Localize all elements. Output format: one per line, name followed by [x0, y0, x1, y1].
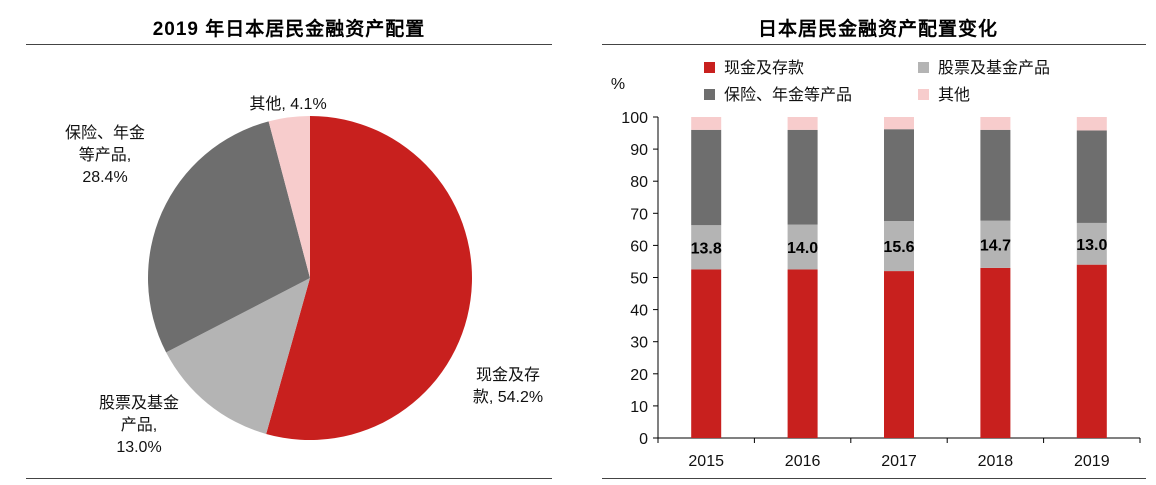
y-tick-label: 80	[630, 174, 648, 191]
pie-bottom-rule	[26, 478, 552, 479]
y-tick-label: 70	[630, 206, 648, 223]
bar-data-label: 14.0	[787, 240, 818, 257]
bar-segment	[787, 117, 818, 130]
pie-slice	[268, 116, 310, 278]
x-tick-label: 2015	[688, 453, 724, 470]
bar-segment	[980, 220, 1011, 268]
pie-panel: 2019 年日本居民金融资产配置 现金及存款, 54.2% 股票及基金产品, 13.…	[26, 19, 552, 479]
x-tick-label: 2018	[978, 453, 1014, 470]
bar-segment	[1076, 130, 1107, 223]
legend-swatch	[918, 62, 929, 73]
bar-segment	[787, 269, 818, 438]
y-tick-label: 0	[639, 431, 648, 448]
bar-panel: 日本居民金融资产配置变化 0 10 20 30 40 50 60 70 80 90 100% 13.8…	[600, 0, 1156, 485]
bar-data-label: 14.7	[980, 237, 1011, 254]
bar-segment	[884, 271, 914, 438]
bar-data-label: 13.0	[1076, 237, 1107, 254]
bar-segment	[884, 117, 914, 130]
legend-swatch	[704, 89, 715, 100]
legend-label: 保险、年金等产品	[724, 86, 852, 104]
bar-segment	[884, 129, 914, 222]
bar-data-label: 15.6	[883, 239, 914, 256]
pie-slice	[147, 121, 310, 353]
x-tick-label: 2017	[881, 453, 917, 470]
bar-data-label: 13.8	[691, 240, 722, 257]
y-tick-label: 60	[630, 238, 648, 255]
bar-title-rule	[602, 44, 1146, 45]
pie-chart: 现金及存款, 54.2% 股票及基金产品, 13.0% 保险、年金等产品, 28.4% 其…	[65, 95, 543, 456]
bar-segment	[787, 224, 818, 270]
bar-segment	[787, 129, 818, 225]
legend-swatch	[918, 89, 929, 100]
bar-segment	[884, 221, 914, 272]
y-tick-label: 20	[630, 367, 648, 384]
stacked-bar-chart: 0 10 20 30 40 50 60 70 80 90 100% 13.8 2015 14.0 2016 1…	[611, 59, 1141, 470]
bar-segment	[980, 129, 1011, 221]
y-tick-label: 10	[630, 399, 648, 416]
bar-chart-title: 日本居民金融资产配置变化	[757, 19, 998, 40]
y-tick-label: 100	[621, 110, 648, 127]
bar-segment	[1076, 117, 1107, 131]
pie-slice-label: 股票及基金产品, 13.0%	[99, 394, 179, 456]
bar-bottom-rule	[602, 478, 1146, 479]
bar-segment	[1076, 222, 1107, 265]
legend-label: 其他	[938, 86, 970, 104]
bar-segment	[691, 129, 722, 226]
bar-segment	[980, 117, 1011, 130]
pie-chart-title: 2019 年日本居民金融资产配置	[152, 19, 426, 40]
bar-segment	[691, 269, 722, 438]
bar-segment	[691, 117, 722, 130]
legend-label: 现金及存款	[724, 59, 804, 77]
y-tick-label: 40	[630, 303, 648, 320]
y-tick-label: 90	[630, 142, 648, 159]
legend-label: 股票及基金产品	[938, 59, 1050, 77]
legend-swatch	[704, 62, 715, 73]
pie-slice	[266, 116, 472, 440]
pie-slice-label: 保险、年金等产品, 28.4%	[65, 124, 145, 186]
bar-segment	[691, 225, 722, 270]
pie-slice	[166, 278, 310, 434]
x-tick-label: 2019	[1074, 453, 1110, 470]
y-axis-label: %	[611, 76, 625, 93]
y-tick-label: 50	[630, 271, 648, 288]
pie-title-rule	[26, 44, 552, 45]
x-tick-label: 2016	[785, 453, 821, 470]
pie-slice-label: 其他, 4.1%	[249, 95, 326, 113]
y-tick-label: 30	[630, 335, 648, 352]
pie-slice-label: 现金及存款, 54.2%	[473, 366, 543, 406]
bar-segment	[1076, 264, 1107, 438]
bar-segment	[980, 267, 1011, 438]
